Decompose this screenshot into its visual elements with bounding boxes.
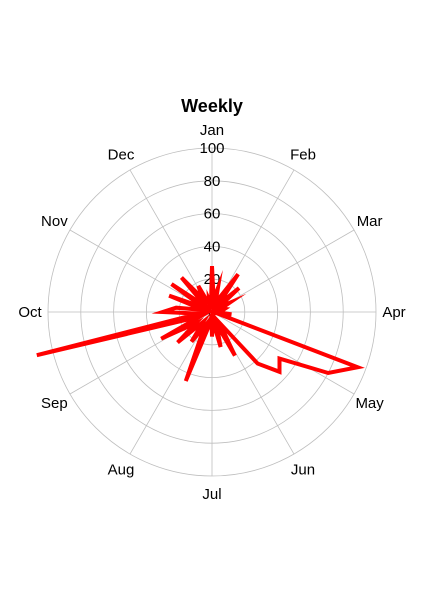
month-label-mar: Mar [357,213,383,230]
month-label-sep: Sep [41,395,68,412]
spoke-may [211,311,355,395]
radial-tick-40: 40 [204,238,221,255]
month-labels: Jan Feb Mar Apr May Jun Jul Aug Sep Oct Nov Dec [18,122,405,503]
chart-title: Weekly [181,96,243,116]
month-label-may: May [355,395,384,412]
month-label-jul: Jul [202,486,221,503]
month-label-oct: Oct [18,304,42,321]
radial-tick-80: 80 [204,173,221,190]
month-label-nov: Nov [41,213,68,230]
month-label-aug: Aug [108,462,135,479]
series-layer [36,266,365,382]
month-label-apr: Apr [382,304,405,321]
radial-tick-60: 60 [204,206,221,223]
month-label-jun: Jun [291,462,315,479]
radial-tick-100: 100 [199,140,224,157]
month-label-feb: Feb [290,146,316,163]
month-label-jan: Jan [200,122,224,139]
month-label-dec: Dec [108,146,135,163]
